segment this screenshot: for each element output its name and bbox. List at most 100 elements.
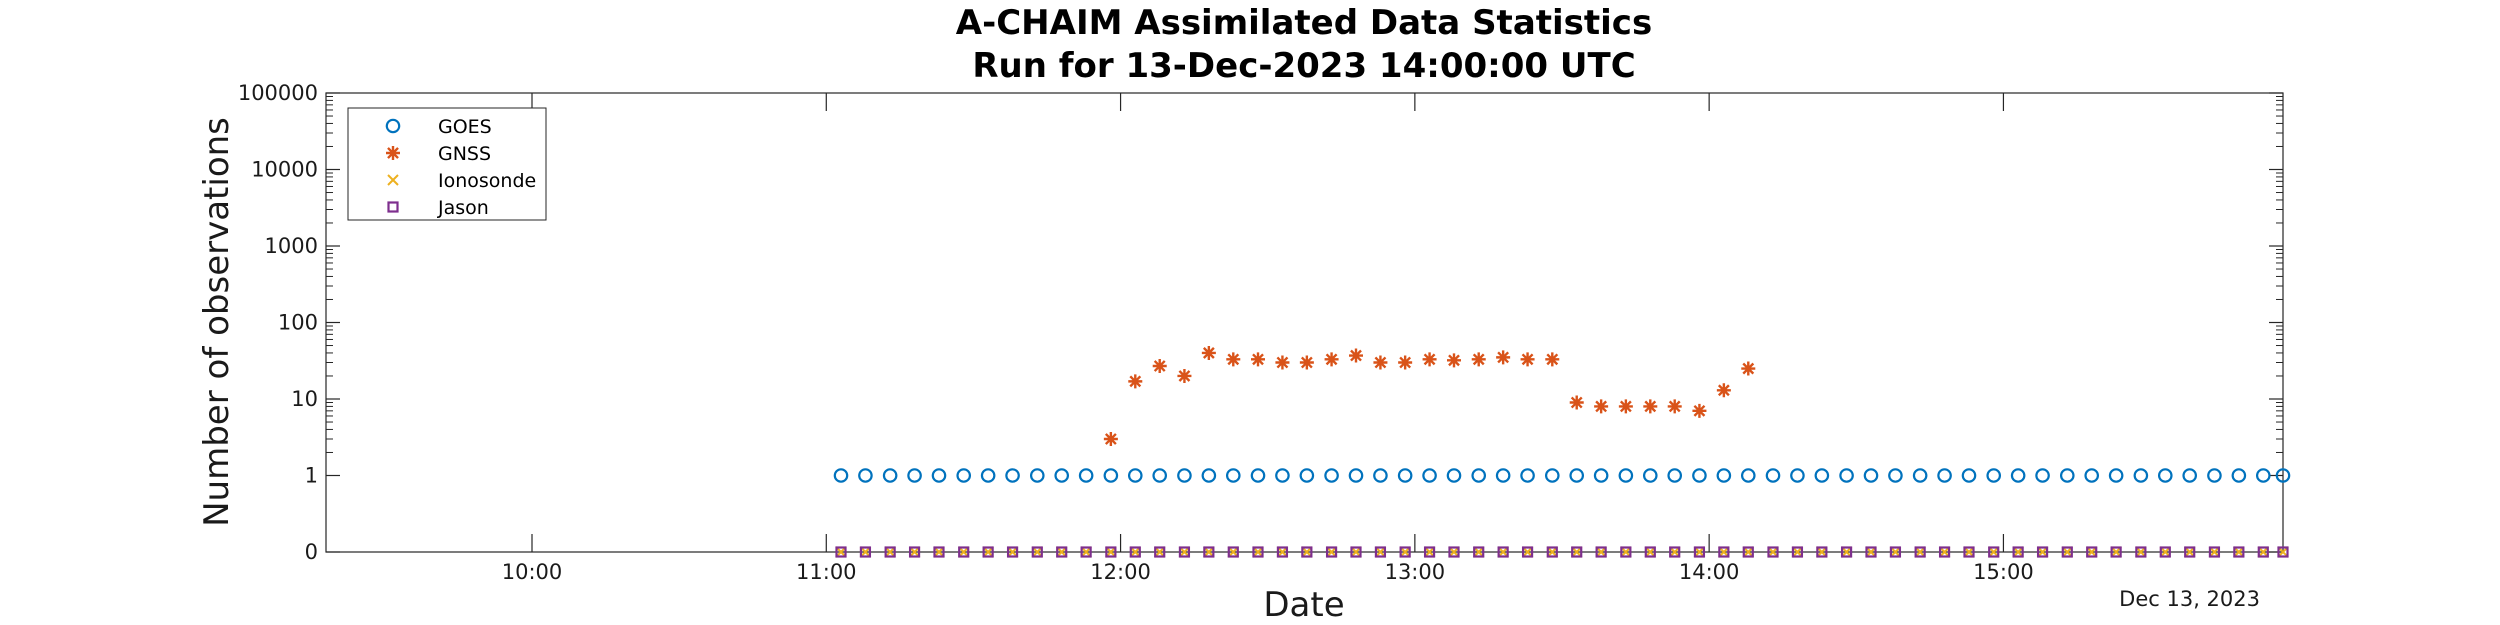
x-axis-date-note: Dec 13, 2023: [2119, 587, 2260, 611]
point-jason: [1056, 546, 1068, 558]
point-jason: [958, 546, 970, 558]
point-ionosonde: [1399, 546, 1411, 558]
y-tick-label: 10000: [251, 158, 318, 182]
point-jason: [2159, 546, 2171, 558]
point-goes: [1667, 468, 1683, 483]
point-gnss: [1447, 353, 1461, 368]
point-ionosonde: [1791, 546, 1804, 558]
point-jason: [1816, 546, 1828, 558]
x-axis-label: Date: [1263, 585, 1344, 625]
point-ionosonde: [1840, 546, 1853, 558]
point-goes: [1397, 468, 1413, 483]
point-gnss: [1520, 352, 1535, 367]
point-ionosonde: [1546, 546, 1558, 558]
y-axis-label: Number of observations: [197, 117, 237, 527]
point-gnss: [1251, 352, 1265, 367]
point-jason: [1105, 546, 1117, 558]
point-ionosonde: [2277, 546, 2289, 558]
point-jason: [1227, 546, 1239, 558]
point-goes: [2255, 468, 2271, 483]
point-goes: [1716, 468, 1732, 483]
point-gnss: [1594, 399, 1609, 414]
point-ionosonde: [1988, 546, 2000, 558]
point-jason: [1840, 546, 1853, 558]
point-jason: [859, 546, 872, 558]
point-goes: [1373, 468, 1388, 483]
point-goes: [1569, 468, 1585, 483]
point-ionosonde: [1620, 546, 1632, 558]
point-goes: [980, 468, 996, 483]
point-ionosonde: [2208, 546, 2221, 558]
point-ionosonde: [2184, 546, 2196, 558]
point-gnss: [1128, 374, 1143, 389]
point-jason: [1718, 546, 1730, 558]
point-goes: [1005, 468, 1020, 483]
point-jason: [1767, 546, 1779, 558]
point-ionosonde: [1938, 546, 1951, 558]
point-ionosonde: [1497, 546, 1509, 558]
point-jason: [982, 546, 994, 558]
legend-label-ionosonde: Ionosonde: [438, 170, 536, 192]
point-jason: [1473, 546, 1485, 558]
point-goes: [1863, 468, 1879, 483]
point-goes: [1029, 468, 1045, 483]
point-gnss: [1226, 352, 1241, 367]
point-goes: [1422, 468, 1437, 483]
point-jason: [1252, 546, 1264, 558]
point-jason: [1546, 546, 1558, 558]
point-ionosonde: [1693, 546, 1706, 558]
point-ionosonde: [1718, 546, 1730, 558]
point-gnss: [1152, 359, 1167, 374]
point-ionosonde: [1473, 546, 1485, 558]
point-gnss: [1471, 352, 1486, 367]
plot-area: [325, 92, 2284, 553]
point-jason: [1448, 546, 1460, 558]
point-jason: [1301, 546, 1313, 558]
point-ionosonde: [1742, 546, 1754, 558]
point-goes: [907, 468, 922, 483]
point-goes: [1642, 468, 1658, 483]
point-jason: [1399, 546, 1411, 558]
point-ionosonde: [1227, 546, 1239, 558]
point-ionosonde: [2036, 546, 2049, 558]
y-tick-label: 1000: [265, 234, 318, 258]
x-axis: 10:00 11:00 12:00 13:00 14:00 15:00: [502, 93, 2034, 584]
point-goes: [1937, 468, 1952, 483]
point-goes: [1814, 468, 1830, 483]
point-goes: [2133, 468, 2149, 483]
point-jason: [1693, 546, 1706, 558]
point-goes: [1618, 468, 1634, 483]
point-jason: [2036, 546, 2049, 558]
point-goes: [2084, 468, 2100, 483]
point-ionosonde: [1865, 546, 1877, 558]
point-ionosonde: [1595, 546, 1607, 558]
point-jason: [2086, 546, 2098, 558]
legend-marker-jason: [387, 201, 399, 213]
point-goes: [2207, 468, 2222, 483]
series-jason: [835, 546, 2289, 558]
point-jason: [1988, 546, 2000, 558]
point-ionosonde: [958, 546, 970, 558]
point-goes: [1054, 468, 1070, 483]
point-ionosonde: [1767, 546, 1779, 558]
point-goes: [1225, 468, 1241, 483]
point-ionosonde: [1669, 546, 1681, 558]
point-goes: [833, 468, 849, 483]
point-jason: [1129, 546, 1141, 558]
y-tick-label: 100000: [238, 81, 318, 105]
point-goes: [1495, 468, 1511, 483]
legend-marker-ionosonde: [387, 174, 399, 186]
point-ionosonde: [1350, 546, 1362, 558]
point-gnss: [1741, 361, 1756, 376]
point-ionosonde: [1129, 546, 1141, 558]
legend-label-gnss: GNSS: [438, 143, 491, 165]
point-jason: [1865, 546, 1877, 558]
y-tick-label: 100: [278, 311, 318, 335]
point-ionosonde: [1203, 546, 1215, 558]
legend-marker-goes: [385, 118, 401, 134]
point-ionosonde: [1571, 546, 1583, 558]
point-jason: [2061, 546, 2073, 558]
point-jason: [2257, 546, 2269, 558]
point-ionosonde: [1448, 546, 1460, 558]
